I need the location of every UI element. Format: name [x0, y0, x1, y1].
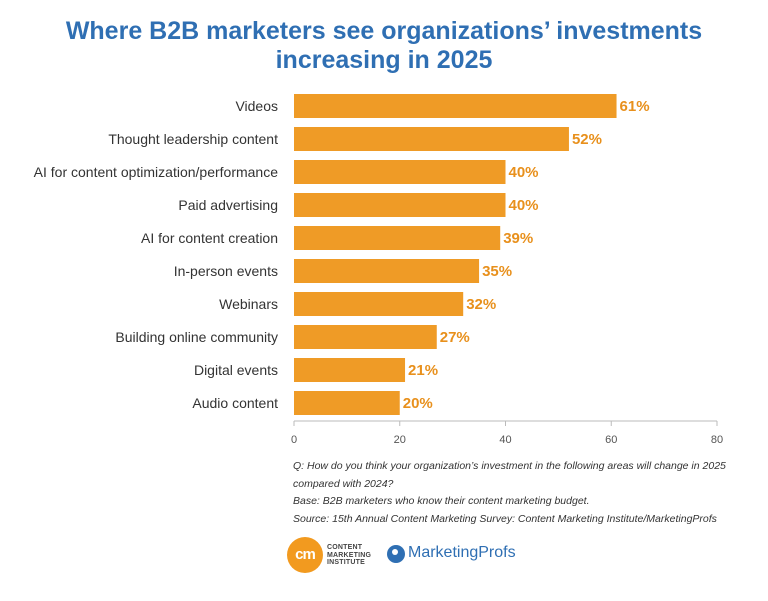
- value-label-3: 40%: [509, 197, 539, 214]
- category-label-2: AI for content optimization/performance: [34, 164, 279, 180]
- category-label-5: In-person events: [174, 263, 278, 279]
- bar-5: [294, 259, 480, 283]
- x-tick-label-2: 40: [499, 434, 511, 446]
- bar-2: [294, 160, 506, 184]
- value-label-5: 35%: [482, 263, 512, 280]
- value-label-9: 20%: [403, 395, 433, 412]
- survey-question: Q: How do you think your organization’s …: [293, 460, 726, 490]
- bar-chart: Videos 61% Thought leadership content 52% AI…: [34, 94, 723, 446]
- marketingprofs-logo-text: MarketingProfs: [408, 544, 516, 561]
- category-label-0: Videos: [235, 98, 278, 114]
- x-tick-label-1: 20: [394, 434, 406, 446]
- value-label-2: 40%: [509, 164, 539, 181]
- logos: cm CONTENT MARKETING INSTITUTE Marketing…: [287, 534, 587, 576]
- cmi-logo-text: CONTENT MARKETING INSTITUTE: [327, 544, 397, 567]
- value-label-4: 39%: [503, 230, 533, 247]
- category-label-6: Webinars: [219, 296, 278, 312]
- survey-base: Base: B2B marketers who know their conte…: [293, 495, 590, 507]
- chart-notes: Q: How do you think your organization’s …: [293, 458, 743, 528]
- chart-title-line-2: increasing in 2025: [275, 46, 493, 74]
- category-label-4: AI for content creation: [141, 230, 278, 246]
- cmi-logo-line-2: MARKETING: [327, 551, 372, 559]
- bar-9: [294, 391, 400, 415]
- value-label-7: 27%: [440, 329, 470, 346]
- bar-3: [294, 193, 506, 217]
- survey-source: Source: 15th Annual Content Marketing Su…: [293, 512, 717, 525]
- x-tick-label-4: 80: [711, 434, 723, 446]
- value-label-6: 32%: [466, 296, 496, 313]
- category-label-3: Paid advertising: [178, 197, 278, 213]
- bar-1: [294, 127, 569, 151]
- bar-6: [294, 292, 464, 316]
- value-label-1: 52%: [572, 131, 602, 148]
- value-label-0: 61%: [620, 98, 650, 115]
- cmi-logo-icon: cm: [287, 537, 323, 573]
- chart-title-line-1: Where B2B marketers see organizations’ i…: [65, 17, 703, 45]
- category-label-9: Audio content: [192, 395, 278, 411]
- category-label-8: Digital events: [194, 362, 278, 378]
- bar-7: [294, 325, 437, 349]
- x-tick-label-3: 60: [605, 434, 617, 446]
- x-tick-label-0: 0: [291, 434, 297, 446]
- value-label-8: 21%: [408, 362, 438, 379]
- cmi-logo-line-1: CONTENT: [327, 544, 363, 551]
- bar-8: [294, 358, 406, 382]
- chart-title: Where B2B marketers see organizations’ i…: [0, 17, 768, 75]
- cmi-logo-line-3: INSTITUTE: [327, 559, 365, 566]
- marketingprofs-logo-icon: [387, 545, 405, 563]
- category-label-7: Building online community: [115, 329, 278, 345]
- bar-0: [294, 94, 617, 118]
- bar-4: [294, 226, 501, 250]
- category-label-1: Thought leadership content: [108, 131, 278, 147]
